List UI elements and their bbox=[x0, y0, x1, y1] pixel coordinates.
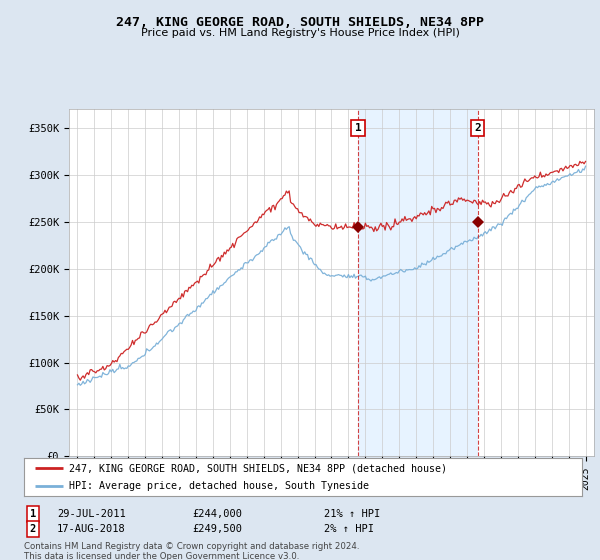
Text: 17-AUG-2018: 17-AUG-2018 bbox=[57, 524, 126, 534]
Text: 247, KING GEORGE ROAD, SOUTH SHIELDS, NE34 8PP: 247, KING GEORGE ROAD, SOUTH SHIELDS, NE… bbox=[116, 16, 484, 29]
Text: £244,000: £244,000 bbox=[192, 509, 242, 519]
Text: 247, KING GEORGE ROAD, SOUTH SHIELDS, NE34 8PP (detached house): 247, KING GEORGE ROAD, SOUTH SHIELDS, NE… bbox=[68, 463, 446, 473]
Text: Price paid vs. HM Land Registry's House Price Index (HPI): Price paid vs. HM Land Registry's House … bbox=[140, 28, 460, 38]
Text: 2: 2 bbox=[30, 524, 36, 534]
Text: 2% ↑ HPI: 2% ↑ HPI bbox=[324, 524, 374, 534]
Text: 1: 1 bbox=[355, 123, 361, 133]
Text: 1: 1 bbox=[30, 509, 36, 519]
Text: 29-JUL-2011: 29-JUL-2011 bbox=[57, 509, 126, 519]
Text: 2: 2 bbox=[474, 123, 481, 133]
Text: £249,500: £249,500 bbox=[192, 524, 242, 534]
Text: 21% ↑ HPI: 21% ↑ HPI bbox=[324, 509, 380, 519]
Bar bbox=[358, 109, 478, 456]
Text: HPI: Average price, detached house, South Tyneside: HPI: Average price, detached house, Sout… bbox=[68, 481, 368, 491]
Text: Contains HM Land Registry data © Crown copyright and database right 2024.
This d: Contains HM Land Registry data © Crown c… bbox=[24, 542, 359, 560]
